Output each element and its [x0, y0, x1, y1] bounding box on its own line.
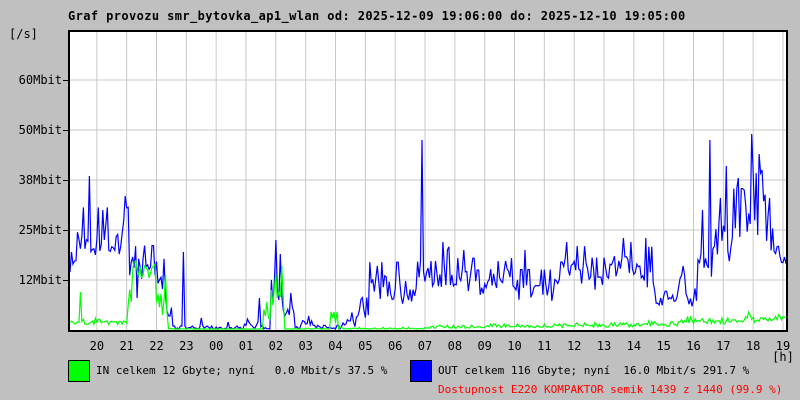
- x-tick-label: 10: [507, 339, 522, 353]
- x-tick-label: 08: [447, 339, 463, 353]
- y-tick-mark: [63, 230, 68, 231]
- x-tick-label: 04: [328, 339, 343, 353]
- y-tick-label: 50Mbit: [18, 123, 62, 137]
- y-axis-unit-label: [/s]: [9, 27, 38, 41]
- series-out-line: [70, 133, 786, 330]
- x-tick-label: 02: [268, 339, 284, 353]
- x-tick-label: 06: [387, 339, 403, 353]
- x-tick-label: 05: [358, 339, 373, 353]
- y-tick-label: 12Mbit: [18, 273, 62, 287]
- traffic-plot-area: [68, 30, 788, 332]
- y-tick-mark: [63, 130, 68, 131]
- x-tick-label: 09: [477, 339, 492, 353]
- legend-out-swatch: [410, 360, 432, 382]
- y-tick-label: 60Mbit: [18, 73, 62, 87]
- y-tick-mark: [63, 180, 68, 181]
- x-tick-label: 16: [686, 339, 701, 353]
- x-tick-label: 03: [298, 339, 313, 353]
- legend-in-label: IN celkem 12 Gbyte; nyní 0.0 Mbit/s 37.5…: [96, 364, 388, 377]
- x-tick-label: 15: [656, 339, 671, 353]
- x-tick-label: 00: [208, 339, 224, 353]
- x-tick-label: 12: [566, 339, 582, 353]
- x-tick-label: 01: [238, 339, 254, 353]
- series-in-line: [70, 260, 786, 330]
- legend-out-label: OUT celkem 116 Gbyte; nyní 16.0 Mbit/s 2…: [438, 364, 750, 377]
- x-tick-label: 14: [626, 339, 642, 353]
- y-tick-label: 38Mbit: [18, 173, 62, 187]
- x-tick-label: 07: [417, 339, 433, 353]
- x-tick-label: 19: [775, 339, 791, 353]
- x-tick-label: 11: [537, 339, 552, 353]
- x-tick-label: 17: [716, 339, 731, 353]
- x-axis-unit-label: [h]: [772, 350, 794, 364]
- x-tick-label: 20: [89, 339, 105, 353]
- traffic-plot-svg: [70, 32, 786, 330]
- y-tick-mark: [63, 280, 68, 281]
- y-tick-label: 25Mbit: [18, 223, 62, 237]
- x-tick-label: 21: [119, 339, 134, 353]
- x-tick-label: 13: [596, 339, 612, 353]
- graph-title: Graf provozu smr_bytovka_ap1_wlan od: 20…: [68, 9, 686, 23]
- x-tick-label: 22: [149, 339, 164, 353]
- y-tick-mark: [63, 80, 68, 81]
- legend-in-swatch: [68, 360, 90, 382]
- x-tick-label: 18: [745, 339, 761, 353]
- x-tick-label: 23: [179, 339, 194, 353]
- availability-text: Dostupnost E220 KOMPAKTOR semik 1439 z 1…: [438, 383, 783, 396]
